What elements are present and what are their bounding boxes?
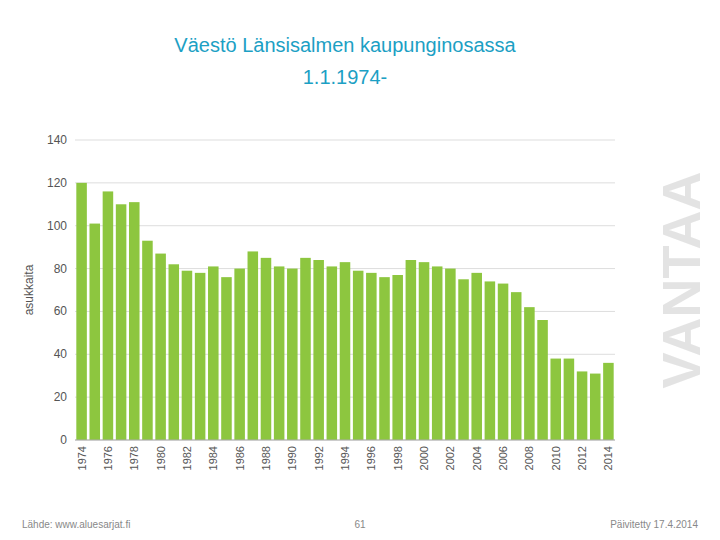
bar — [432, 266, 443, 440]
y-tick-label: 80 — [54, 262, 68, 276]
bar — [511, 292, 522, 440]
x-tick-label: 2008 — [523, 446, 535, 470]
bar — [169, 264, 180, 440]
bar — [208, 266, 219, 440]
bar — [155, 254, 166, 440]
bar — [498, 284, 509, 440]
bar — [564, 359, 575, 440]
bar — [116, 204, 127, 440]
bar — [142, 241, 153, 440]
y-axis-label: asukkaita — [22, 264, 36, 315]
y-tick-label: 60 — [54, 304, 68, 318]
x-axis-line — [75, 440, 615, 441]
y-tick-label: 40 — [54, 347, 68, 361]
bar — [419, 262, 430, 440]
grid-line — [75, 225, 615, 226]
bar — [340, 262, 351, 440]
bar — [129, 202, 140, 440]
bar — [471, 273, 482, 440]
bar — [300, 258, 311, 440]
bar — [445, 269, 456, 440]
x-tick-label: 1984 — [207, 446, 219, 470]
bar — [221, 277, 232, 440]
bar — [379, 277, 390, 440]
x-tick-label: 2002 — [444, 446, 456, 470]
y-tick-label: 100 — [47, 219, 67, 233]
footer: Lähde: www.aluesarjat.fi — [22, 519, 130, 530]
y-tick-label: 20 — [54, 390, 68, 404]
x-tick-label: 2012 — [576, 446, 588, 470]
bar — [89, 224, 100, 440]
grid-line — [75, 140, 615, 141]
x-tick-label: 1992 — [313, 446, 325, 470]
bar — [537, 320, 548, 440]
bar — [274, 266, 285, 440]
footer: 61 — [354, 519, 366, 530]
x-tick-label: 1990 — [286, 446, 298, 470]
bar — [524, 307, 535, 440]
title: Väestö Länsisalmen kaupunginosassa — [174, 34, 516, 56]
x-tick-label: 1996 — [365, 446, 377, 470]
bar — [313, 260, 324, 440]
grid — [75, 140, 615, 440]
bar — [287, 269, 298, 440]
x-tick-label: 2010 — [550, 446, 562, 470]
bar — [234, 269, 245, 440]
bar — [248, 251, 259, 440]
chart: VANTAA Väestö Länsisalmen kaupunginosassa… — [0, 0, 720, 540]
x-tick-label: 2014 — [602, 446, 614, 470]
grid-line — [75, 440, 615, 441]
bar — [590, 374, 601, 440]
watermark: VANTAA — [651, 172, 711, 389]
subtitle: 1.1.1974- — [303, 66, 388, 88]
bar — [195, 273, 206, 440]
y-tick-label: 140 — [47, 133, 67, 147]
y-tick-label: 0 — [60, 433, 67, 447]
x-tick-label: 1976 — [102, 446, 114, 470]
bar — [182, 271, 193, 440]
grid-line — [75, 182, 615, 183]
bar — [458, 279, 469, 440]
x-tick-label: 1978 — [128, 446, 140, 470]
bar — [485, 281, 496, 440]
x-tick-label: 1986 — [234, 446, 246, 470]
bar — [577, 371, 588, 440]
x-tick-label: 1998 — [392, 446, 404, 470]
x-tick-label: 2000 — [418, 446, 430, 470]
bar — [603, 363, 614, 440]
bar — [353, 271, 364, 440]
x-tick-label: 1980 — [155, 446, 167, 470]
bar — [103, 191, 114, 440]
bar — [550, 359, 561, 440]
x-tick-label: 1982 — [181, 446, 193, 470]
footer: Päivitetty 17.4.2014 — [610, 519, 698, 530]
bar — [406, 260, 417, 440]
bar — [366, 273, 377, 440]
x-tick-label: 1988 — [260, 446, 272, 470]
y-tick-label: 120 — [47, 176, 67, 190]
x-tick-label: 1994 — [339, 446, 351, 470]
x-tick-label: 2006 — [497, 446, 509, 470]
bar — [327, 266, 338, 440]
bar — [76, 183, 87, 440]
bar — [392, 275, 403, 440]
x-tick-label: 1974 — [76, 446, 88, 470]
x-tick-label: 2004 — [471, 446, 483, 470]
bar — [261, 258, 272, 440]
bars — [76, 183, 613, 440]
